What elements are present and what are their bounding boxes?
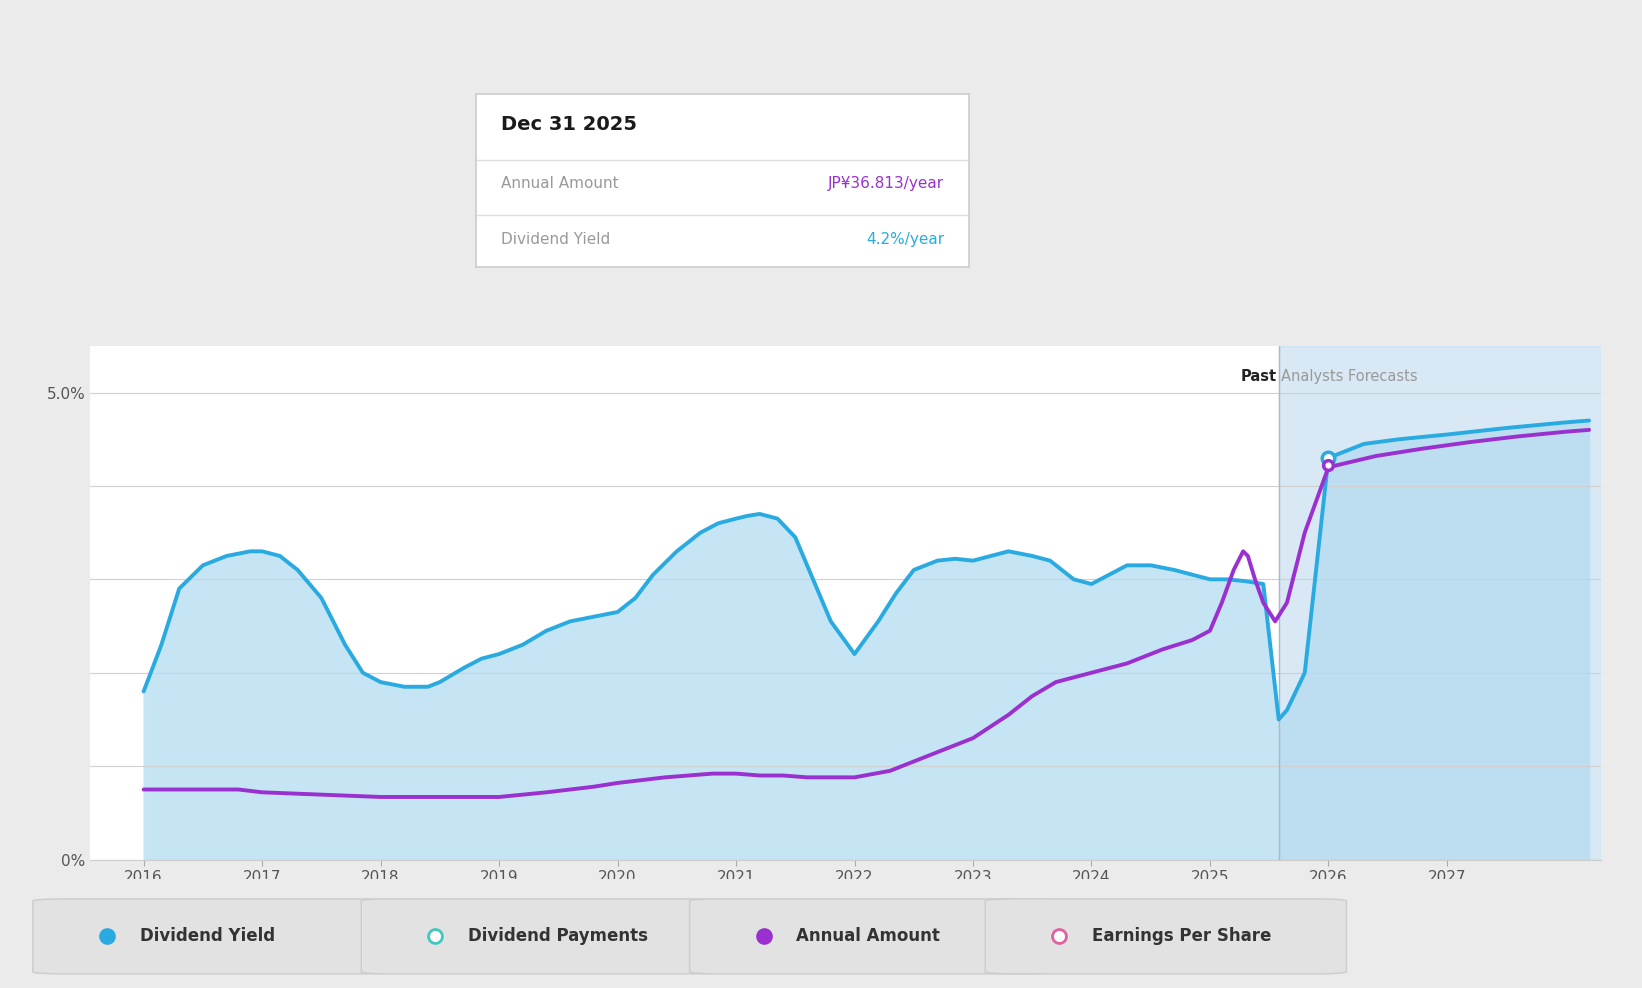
Text: Dec 31 2025: Dec 31 2025 — [501, 116, 637, 134]
Text: Past: Past — [1240, 369, 1276, 384]
FancyBboxPatch shape — [33, 899, 394, 974]
Text: JP¥36.813/year: JP¥36.813/year — [828, 176, 944, 192]
Text: Dividend Yield: Dividend Yield — [140, 928, 274, 946]
Text: Earnings Per Share: Earnings Per Share — [1092, 928, 1271, 946]
Text: 4.2%/year: 4.2%/year — [865, 231, 944, 247]
FancyBboxPatch shape — [361, 899, 722, 974]
FancyBboxPatch shape — [690, 899, 1051, 974]
Bar — [90, 346, 1601, 860]
Text: Dividend Payments: Dividend Payments — [468, 928, 649, 946]
FancyBboxPatch shape — [985, 899, 1346, 974]
Text: Analysts Forecasts: Analysts Forecasts — [1281, 369, 1417, 384]
Bar — [1279, 346, 1601, 860]
Text: Dividend Yield: Dividend Yield — [501, 231, 611, 247]
Text: Annual Amount: Annual Amount — [796, 928, 941, 946]
Text: Annual Amount: Annual Amount — [501, 176, 619, 192]
